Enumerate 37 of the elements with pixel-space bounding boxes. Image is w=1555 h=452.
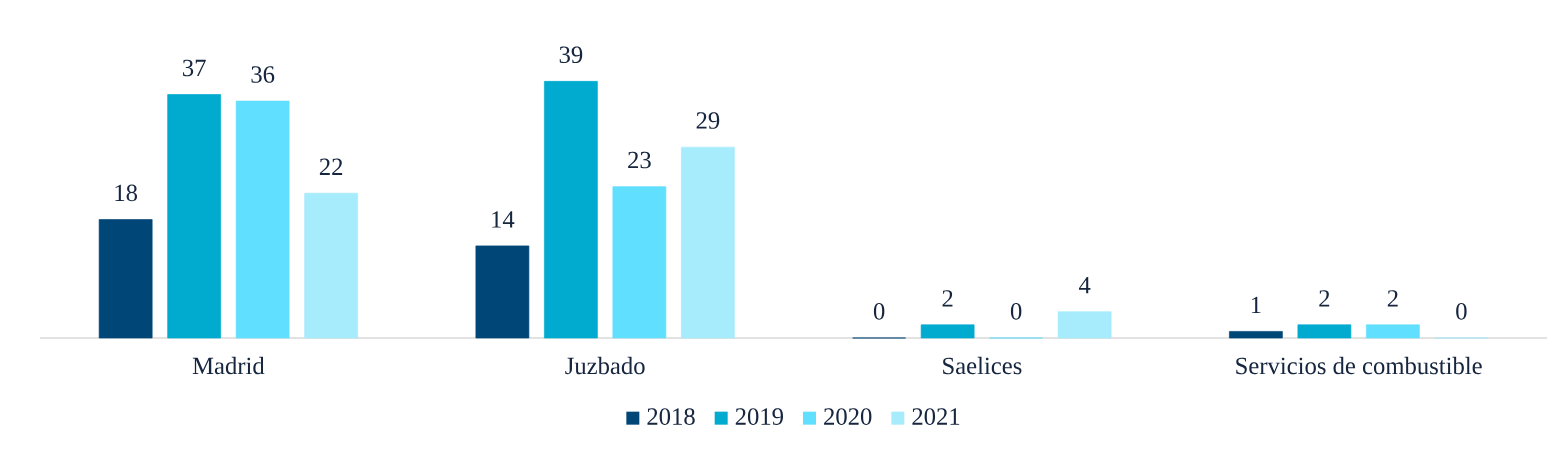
data-label: 0: [1010, 303, 1022, 320]
data-label: 0: [873, 303, 885, 320]
bar: [544, 81, 598, 339]
data-label: 1: [1251, 296, 1261, 314]
data-label: 0: [1456, 303, 1467, 320]
data-label: 2: [1319, 290, 1330, 307]
legend-label: 2021: [912, 408, 960, 425]
legend-label: 2018: [647, 408, 695, 425]
data-label: 18: [115, 184, 138, 202]
bar: [304, 192, 358, 339]
bar: [167, 94, 221, 339]
bar: [98, 219, 153, 339]
data-label: 36: [251, 66, 275, 83]
bar: [612, 186, 667, 339]
data-label: 2: [942, 290, 953, 307]
bar: [681, 146, 735, 339]
x-tick-label: Juzbado: [565, 356, 645, 375]
data-label: 23: [628, 151, 651, 169]
data-label: 22: [319, 158, 343, 175]
x-tick-label: Madrid: [192, 356, 265, 375]
legend-label: 2020: [824, 408, 872, 425]
data-label: 14: [492, 211, 515, 228]
legend-label: 2019: [735, 408, 784, 425]
bar: [235, 100, 290, 339]
bar: [1366, 324, 1420, 339]
data-label: 4: [1078, 277, 1091, 294]
bar: [1057, 311, 1112, 339]
x-tick-label: Saelices: [943, 356, 1022, 375]
bar: [920, 324, 975, 339]
x-tick-label: Servicios de combustible: [1236, 356, 1482, 375]
bar: [1297, 324, 1352, 339]
data-label: 29: [696, 112, 720, 129]
data-label: 39: [559, 46, 583, 64]
bar: [475, 245, 530, 339]
bar: [1229, 331, 1283, 339]
data-label: 37: [182, 59, 206, 77]
data-label: 2: [1387, 290, 1398, 307]
